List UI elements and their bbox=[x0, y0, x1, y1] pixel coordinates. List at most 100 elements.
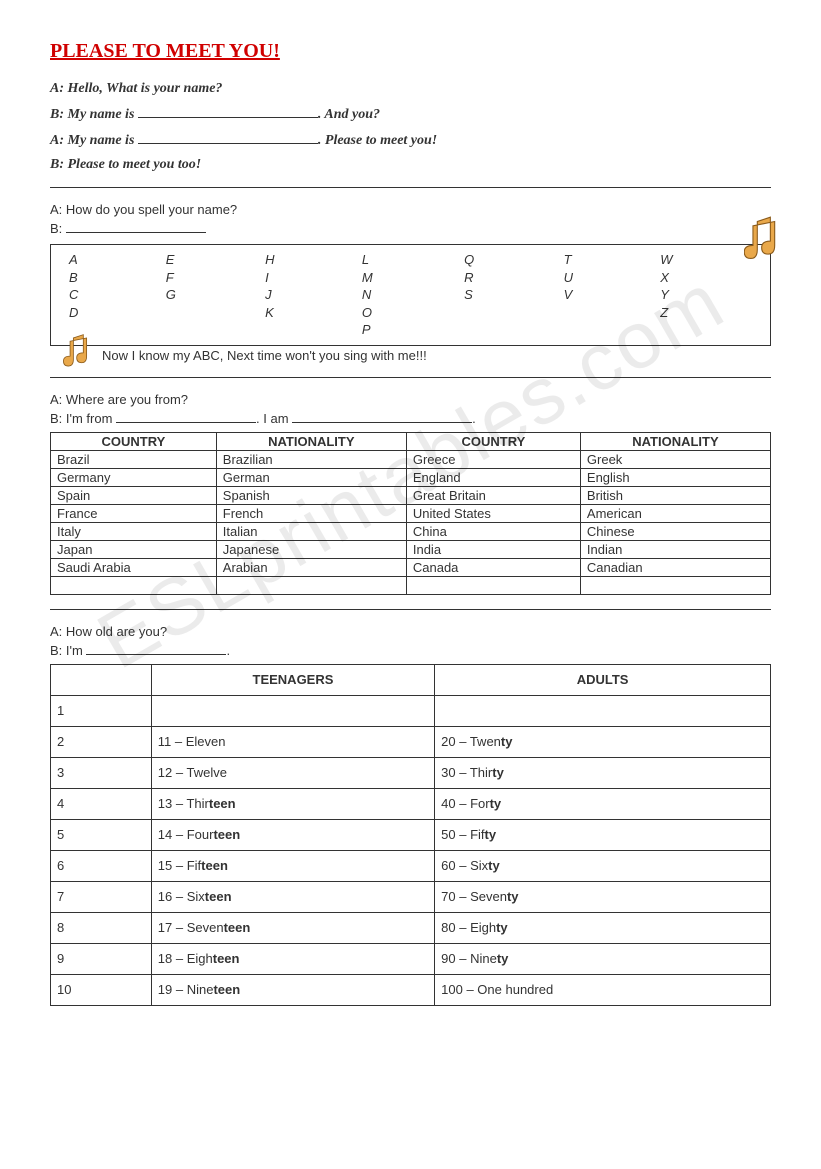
table-row: 514 – Fourteen50 – Fifty bbox=[51, 819, 771, 850]
table-cell bbox=[151, 695, 434, 726]
table-cell: English bbox=[580, 468, 770, 486]
table-row bbox=[51, 576, 771, 594]
alphabet-table: ABCDEFGHIJKLMNOPQRSTUVWXYZ bbox=[61, 251, 760, 339]
alphabet-col: EFG bbox=[158, 251, 257, 339]
table-row: 211 – Eleven20 – Twenty bbox=[51, 726, 771, 757]
table-cell: 4 bbox=[51, 788, 152, 819]
table-cell: 13 – Thirteen bbox=[151, 788, 434, 819]
table-cell: American bbox=[580, 504, 770, 522]
from-b-post: . bbox=[472, 411, 476, 426]
from-b-mid: . I am bbox=[256, 411, 292, 426]
blank-line[interactable] bbox=[138, 105, 318, 118]
blank-line[interactable] bbox=[116, 410, 256, 423]
age-b: B: I'm . bbox=[50, 642, 771, 658]
alphabet-col: HIJK bbox=[257, 251, 354, 339]
table-cell: Indian bbox=[580, 540, 770, 558]
spell-b: B: bbox=[50, 220, 771, 236]
table-cell: 40 – Forty bbox=[435, 788, 771, 819]
table-row: 1019 – Nineteen100 – One hundred bbox=[51, 974, 771, 1005]
table-cell: 5 bbox=[51, 819, 152, 850]
table-cell: 100 – One hundred bbox=[435, 974, 771, 1005]
age-a: A: How old are you? bbox=[50, 624, 771, 639]
table-cell: Germany bbox=[51, 468, 217, 486]
table-header: NATIONALITY bbox=[580, 432, 770, 450]
table-row: GermanyGermanEnglandEnglish bbox=[51, 468, 771, 486]
separator bbox=[50, 609, 771, 610]
table-cell: Italian bbox=[216, 522, 406, 540]
table-cell: Spanish bbox=[216, 486, 406, 504]
table-cell: 80 – Eighty bbox=[435, 912, 771, 943]
table-cell: 50 – Fifty bbox=[435, 819, 771, 850]
table-cell: Chinese bbox=[580, 522, 770, 540]
table-cell: India bbox=[406, 540, 580, 558]
table-cell: 15 – Fifteen bbox=[151, 850, 434, 881]
table-cell: Canada bbox=[406, 558, 580, 576]
age-b-pre: B: I'm bbox=[50, 643, 86, 658]
blank-line[interactable] bbox=[138, 131, 318, 144]
table-cell: Greek bbox=[580, 450, 770, 468]
table-cell bbox=[216, 576, 406, 594]
table-cell: China bbox=[406, 522, 580, 540]
table-row: 615 – Fifteen60 – Sixty bbox=[51, 850, 771, 881]
table-cell: 20 – Twenty bbox=[435, 726, 771, 757]
table-cell: Brazil bbox=[51, 450, 217, 468]
table-cell: Spain bbox=[51, 486, 217, 504]
table-cell: 7 bbox=[51, 881, 152, 912]
from-b-pre: B: I'm from bbox=[50, 411, 116, 426]
separator bbox=[50, 377, 771, 378]
table-row: 312 – Twelve30 – Thirty bbox=[51, 757, 771, 788]
table-cell: 1 bbox=[51, 695, 152, 726]
separator bbox=[50, 187, 771, 188]
table-cell: 3 bbox=[51, 757, 152, 788]
table-header: TEENAGERS bbox=[151, 664, 434, 695]
country-table: COUNTRYNATIONALITYCOUNTRYNATIONALITY Bra… bbox=[50, 432, 771, 595]
table-cell: 16 – Sixteen bbox=[151, 881, 434, 912]
table-row: 413 – Thirteen40 – Forty bbox=[51, 788, 771, 819]
dialogue-a2-pre: A: My name is bbox=[50, 133, 138, 148]
table-cell bbox=[435, 695, 771, 726]
table-cell: Brazilian bbox=[216, 450, 406, 468]
table-row: BrazilBrazilianGreeceGreek bbox=[51, 450, 771, 468]
table-cell: 10 bbox=[51, 974, 152, 1005]
blank-line[interactable] bbox=[66, 220, 206, 233]
table-cell bbox=[51, 576, 217, 594]
age-table: TEENAGERSADULTS 1211 – Eleven20 – Twenty… bbox=[50, 664, 771, 1006]
table-cell: Japan bbox=[51, 540, 217, 558]
spell-a: A: How do you spell your name? bbox=[50, 202, 771, 217]
table-cell: England bbox=[406, 468, 580, 486]
table-cell: 2 bbox=[51, 726, 152, 757]
alphabet-col: QRS bbox=[456, 251, 555, 339]
table-cell: 17 – Seventeen bbox=[151, 912, 434, 943]
dialogue-b1-post: . And you? bbox=[318, 107, 380, 122]
table-row: 716 – Sixteen70 – Seventy bbox=[51, 881, 771, 912]
alphabet-col: TUV bbox=[556, 251, 653, 339]
table-row: Saudi ArabiaArabianCanadaCanadian bbox=[51, 558, 771, 576]
blank-line[interactable] bbox=[86, 642, 226, 655]
alphabet-col: ABCD bbox=[61, 251, 158, 339]
from-a: A: Where are you from? bbox=[50, 392, 771, 407]
table-row: JapanJapaneseIndiaIndian bbox=[51, 540, 771, 558]
table-cell bbox=[580, 576, 770, 594]
abc-sentence: Now I know my ABC, Next time won't you s… bbox=[102, 348, 427, 363]
table-cell bbox=[406, 576, 580, 594]
table-header: ADULTS bbox=[435, 664, 771, 695]
table-row: ItalyItalianChinaChinese bbox=[51, 522, 771, 540]
dialogue-line-b2: B: Please to meet you too! bbox=[50, 157, 771, 173]
table-cell: 6 bbox=[51, 850, 152, 881]
table-header: COUNTRY bbox=[51, 432, 217, 450]
page-title: PLEASE TO MEET YOU! bbox=[50, 40, 771, 63]
table-cell: Japanese bbox=[216, 540, 406, 558]
table-cell: Great Britain bbox=[406, 486, 580, 504]
table-cell: British bbox=[580, 486, 770, 504]
dialogue-a2-post: . Please to meet you! bbox=[318, 133, 437, 148]
from-b: B: I'm from . I am . bbox=[50, 410, 771, 426]
blank-line[interactable] bbox=[292, 410, 472, 423]
alphabet-box: ABCDEFGHIJKLMNOPQRSTUVWXYZ bbox=[50, 244, 771, 346]
table-cell: 90 – Ninety bbox=[435, 943, 771, 974]
table-header: COUNTRY bbox=[406, 432, 580, 450]
music-note-icon bbox=[63, 333, 97, 371]
abc-sentence-row: Now I know my ABC, Next time won't you s… bbox=[50, 348, 771, 363]
table-cell: Greece bbox=[406, 450, 580, 468]
table-cell: Arabian bbox=[216, 558, 406, 576]
dialogue-b1-pre: B: My name is bbox=[50, 107, 138, 122]
